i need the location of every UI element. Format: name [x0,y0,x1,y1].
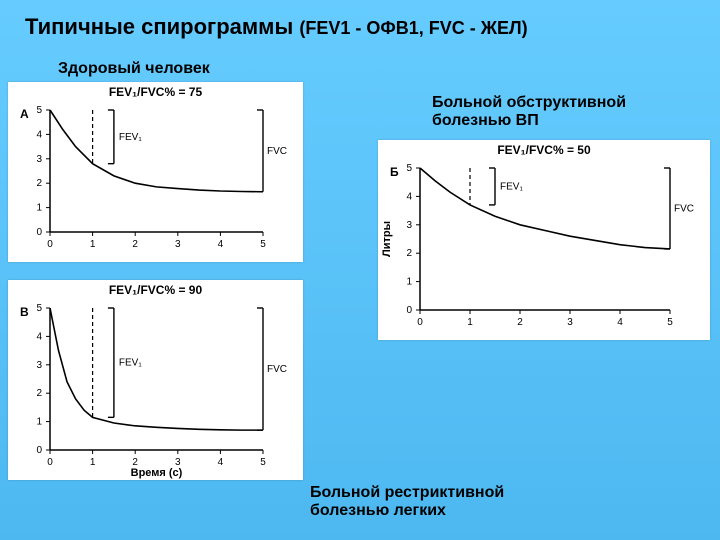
xtick: 4 [617,317,623,328]
ytick: 0 [406,305,412,316]
xtick: 3 [567,317,573,328]
fvc-label: FVC [267,146,287,157]
chart-panel-b: FEV₁/FVC% = 90В012345012345FEV₁FVCВремя … [8,280,303,480]
xtick: 3 [175,239,181,250]
ytick: 5 [36,303,42,314]
label-obstructive: Больной обструктивной болезнью ВП [432,94,626,130]
ytick: 5 [406,163,412,174]
chart-caption: FEV₁/FVC% = 90 [109,283,203,297]
xtick: 5 [260,457,266,468]
xtick: 5 [667,317,673,328]
label-obstructive-l1: Больной обструктивной [432,94,626,111]
xtick: 0 [417,317,423,328]
ytick: 3 [36,154,42,165]
ytick: 2 [36,178,42,189]
chart-panel-a: FEV₁/FVC% = 75 А 0 1 2 3 4 5 0 1 2 3 4 5 FEV₁ FVC [8,82,303,262]
curve [50,110,263,192]
xtick: 1 [90,457,96,468]
xtick: 1 [467,317,473,328]
ytick: 5 [36,105,42,116]
spirogram-chart: FEV₁/FVC% = 90В012345012345FEV₁FVCВремя … [8,280,303,480]
ytick: 1 [36,417,42,428]
ytick: 3 [406,220,412,231]
xtick: 2 [132,239,138,250]
xtick: 1 [90,239,96,250]
label-restrictive-l2: болезнью легких [310,502,446,519]
x-axis-label: Время (с) [131,467,183,479]
xtick: 4 [218,457,224,468]
slide: Типичные спирограммы (FEV1 - ОФВ1, FVC -… [0,0,720,540]
xtick: 4 [218,239,224,250]
ytick: 2 [36,388,42,399]
page-title: Типичные спирограммы (FEV1 - ОФВ1, FVC -… [25,14,528,40]
title-main: Типичные спирограммы [25,14,299,39]
ytick: 0 [36,227,42,238]
spirogram-chart: FEV₁/FVC% = 50 Б 0 1 2 3 4 5 0 1 2 3 4 5 FEV₁ FVC Литры [378,140,710,340]
panel-letter: А [20,107,29,121]
label-restrictive: Больной рестриктивной болезнью легких [310,484,504,520]
xtick: 0 [47,239,53,250]
ytick: 1 [36,203,42,214]
fvc-label: FVC [267,364,287,375]
chart-panel-right: FEV₁/FVC% = 50 Б 0 1 2 3 4 5 0 1 2 3 4 5 FEV₁ FVC Литры [378,140,710,340]
spirogram-chart: FEV₁/FVC% = 75 А 0 1 2 3 4 5 0 1 2 3 4 5 FEV₁ FVC [8,82,303,262]
chart-caption: FEV₁/FVC% = 50 [497,143,591,157]
label-healthy: Здоровый человек [58,60,210,78]
ytick: 3 [36,360,42,371]
ytick: 4 [36,331,42,342]
xtick: 5 [260,239,266,250]
ytick: 4 [36,129,42,140]
ytick: 4 [406,191,412,202]
label-restrictive-l1: Больной рестриктивной [310,484,504,501]
curve [420,168,670,249]
chart-caption: FEV₁/FVC% = 75 [109,85,203,99]
curve [50,308,263,430]
ytick: 0 [36,445,42,456]
xtick: 0 [47,457,53,468]
fev1-label: FEV₁ [119,358,142,369]
ytick: 1 [406,277,412,288]
xtick: 2 [517,317,523,328]
ytick: 2 [406,248,412,259]
fvc-label: FVC [674,203,694,214]
fev1-label: FEV₁ [500,181,523,192]
title-sub: (FEV1 - ОФВ1, FVC - ЖЕЛ) [299,18,527,38]
fev1-label: FEV₁ [119,132,142,143]
panel-letter: Б [390,165,399,179]
panel-letter: В [20,305,29,319]
label-healthy-text: Здоровый человек [58,60,210,77]
y-axis-label: Литры [381,221,393,257]
label-obstructive-l2: болезнью ВП [432,112,539,129]
